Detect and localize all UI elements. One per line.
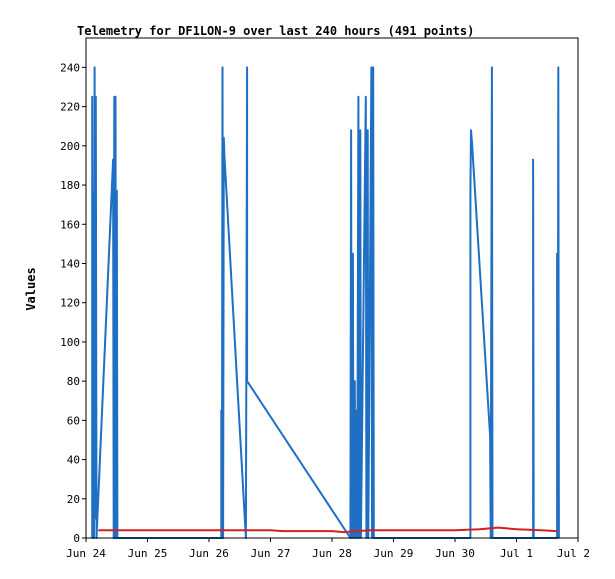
chart-title: Telemetry for DF1LON-9 over last 240 hou… [77,24,474,38]
y-tick-label: 220 [60,101,80,114]
y-tick-label: 200 [60,140,80,153]
y-ticks: 0 20 40 60 80 100 120 140 160 180 200 220 240 [60,61,86,545]
x-tick-label: Jun 30 [435,547,475,560]
series-line-1 [91,66,560,539]
y-tick-label: 100 [60,336,80,349]
y-tick-label: 120 [60,297,80,310]
y-tick-label: 80 [67,375,80,388]
y-tick-label: 0 [73,532,80,545]
x-tick-label: Jun 26 [189,547,229,560]
x-tick-label: Jun 27 [251,547,291,560]
plot-frame [85,37,579,539]
x-tick-label: Jul 1 [500,547,533,560]
y-tick-label: 240 [60,61,80,74]
y-tick-label: 180 [60,179,80,192]
x-tick-label: Jun 28 [312,547,352,560]
y-tick-label: 160 [60,218,80,231]
x-tick-label: Jul 2 [557,547,590,560]
y-tick-label: 140 [60,257,80,270]
series-group [91,66,560,539]
y-axis-label: Values [24,267,38,310]
y-tick-label: 40 [67,454,80,467]
x-tick-label: Jun 29 [374,547,414,560]
x-tick-label: Jun 25 [128,547,168,560]
x-ticks: Jun 24 Jun 25 Jun 26 Jun 27 Jun 28 Jun 29 Jun … [66,538,590,560]
x-tick-label: Jun 24 [66,547,106,560]
y-tick-label: 60 [67,414,80,427]
y-tick-label: 20 [67,493,80,506]
series-line-2 [98,526,558,534]
